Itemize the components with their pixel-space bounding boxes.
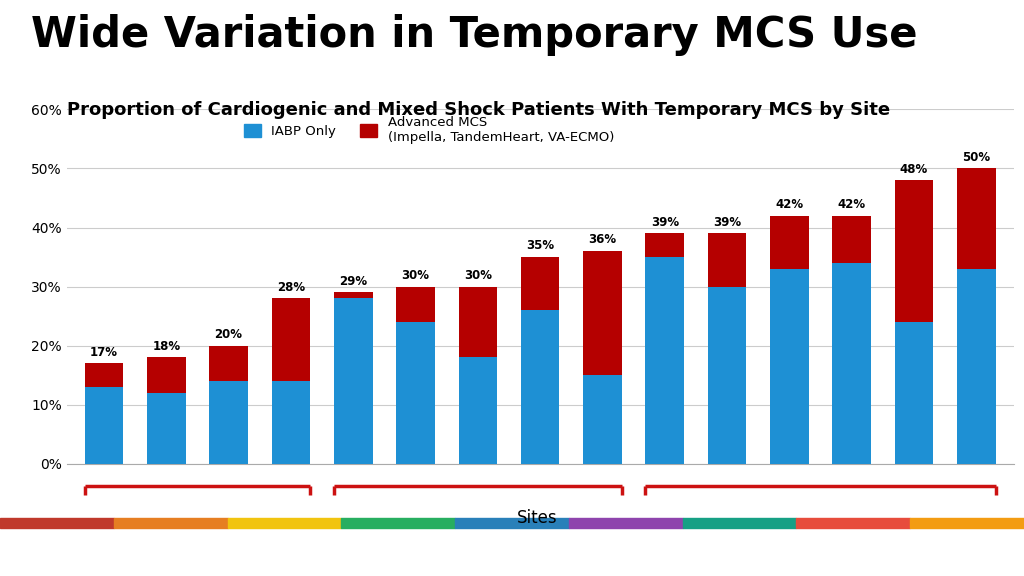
Bar	[455, 518, 569, 528]
Bar	[910, 518, 1024, 528]
Bar	[521, 310, 559, 464]
Bar	[833, 263, 871, 464]
Bar	[341, 518, 455, 528]
Bar	[797, 518, 910, 528]
Bar	[683, 518, 797, 528]
Bar	[334, 298, 373, 464]
Text: 39%: 39%	[713, 215, 741, 229]
Bar	[459, 286, 498, 357]
Bar	[396, 322, 435, 464]
Text: 28%: 28%	[276, 281, 305, 294]
Text: 30%: 30%	[464, 269, 492, 282]
Bar	[85, 387, 123, 464]
Text: 42%: 42%	[838, 198, 866, 211]
Text: 17%: 17%	[90, 346, 118, 359]
Bar	[85, 363, 123, 387]
Text: Wide Variation in Temporary MCS Use: Wide Variation in Temporary MCS Use	[31, 14, 918, 56]
Text: 42%: 42%	[775, 198, 804, 211]
Bar	[708, 233, 746, 286]
Text: 35%: 35%	[526, 239, 554, 252]
Bar	[770, 269, 809, 464]
Bar	[583, 375, 622, 464]
Bar	[114, 518, 227, 528]
Bar	[895, 322, 933, 464]
Text: 48%: 48%	[900, 162, 928, 176]
Bar	[957, 168, 995, 269]
Legend: IABP Only, Advanced MCS
(Impella, TandemHeart, VA-ECMO): IABP Only, Advanced MCS (Impella, Tandem…	[244, 116, 614, 144]
Bar	[227, 518, 341, 528]
Bar	[334, 293, 373, 298]
Bar	[957, 269, 995, 464]
Text: 50%: 50%	[963, 151, 990, 164]
Bar	[833, 215, 871, 263]
Text: #AHA19: #AHA19	[923, 543, 1006, 561]
Bar	[147, 393, 185, 464]
Bar	[271, 298, 310, 381]
Text: 20%: 20%	[215, 328, 243, 341]
Bar	[0, 518, 114, 528]
Text: 36%: 36%	[589, 233, 616, 247]
Bar	[396, 286, 435, 322]
Bar	[569, 518, 683, 528]
Bar	[147, 357, 185, 393]
Bar	[521, 257, 559, 310]
Text: Sites: Sites	[517, 509, 558, 527]
Bar	[895, 180, 933, 322]
Text: 30%: 30%	[401, 269, 429, 282]
Bar	[209, 381, 248, 464]
Bar	[645, 233, 684, 257]
Bar	[209, 346, 248, 381]
Text: Proportion of Cardiogenic and Mixed Shock Patients With Temporary MCS by Site: Proportion of Cardiogenic and Mixed Shoc…	[67, 101, 890, 119]
Bar	[583, 251, 622, 375]
Bar	[708, 286, 746, 464]
Text: 18%: 18%	[153, 340, 180, 353]
Text: 39%: 39%	[650, 215, 679, 229]
Bar	[271, 381, 310, 464]
Text: ScientificSessions.org: ScientificSessions.org	[18, 543, 242, 561]
Text: 29%: 29%	[339, 275, 368, 288]
Bar	[770, 215, 809, 269]
Bar	[459, 357, 498, 464]
Bar	[645, 257, 684, 464]
